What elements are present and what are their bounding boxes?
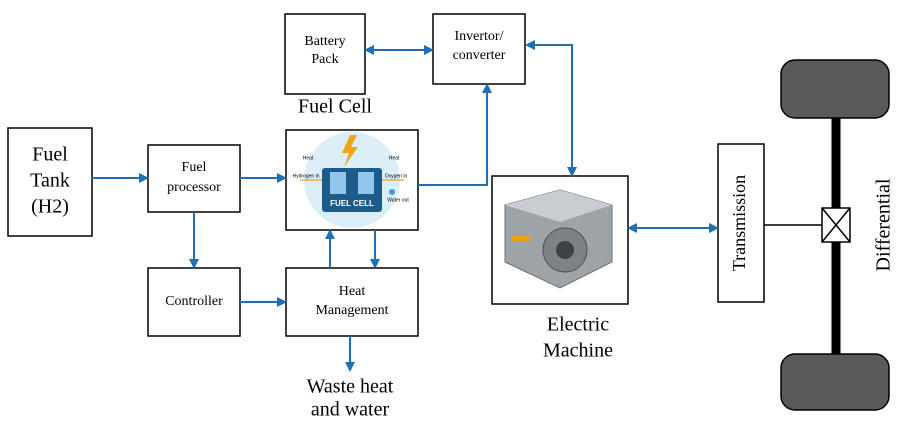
node-label: Management (315, 303, 388, 318)
node-label: Fuel (32, 144, 68, 166)
wheel (781, 354, 889, 410)
image-label: Water out (387, 197, 409, 203)
node-label: Fuel (182, 160, 207, 175)
node-label: Battery (304, 34, 345, 49)
node-label: Heat (339, 284, 366, 299)
node-label: Transmission (729, 175, 749, 271)
image-label: Heat (303, 155, 314, 161)
node-label: (H2) (31, 196, 69, 218)
node-label: converter (453, 48, 506, 63)
output-label: Waste heat (307, 376, 394, 398)
node-label: Tank (30, 170, 70, 192)
node-title: Fuel Cell (298, 96, 372, 118)
node-label: Invertor/ (455, 29, 504, 44)
image-label: Heat (389, 155, 400, 161)
image-label: FUEL CELL (330, 199, 374, 208)
node-label: Pack (311, 52, 338, 67)
image-label: Hydrogen in (293, 173, 320, 179)
output-label: and water (311, 399, 390, 421)
node-label: Electric (547, 314, 609, 336)
fuel-processor-box (148, 145, 240, 212)
node-label: Controller (165, 294, 223, 309)
node-label: processor (167, 180, 221, 195)
node-label: Machine (543, 340, 613, 362)
heat-management-box (286, 268, 418, 336)
image-label: Oxygen in (385, 173, 408, 179)
wheel (781, 60, 889, 118)
node-label: Differential (873, 178, 895, 271)
diagram: Heat Heat Hydrogen in Oxygen in Water ou… (0, 0, 899, 422)
